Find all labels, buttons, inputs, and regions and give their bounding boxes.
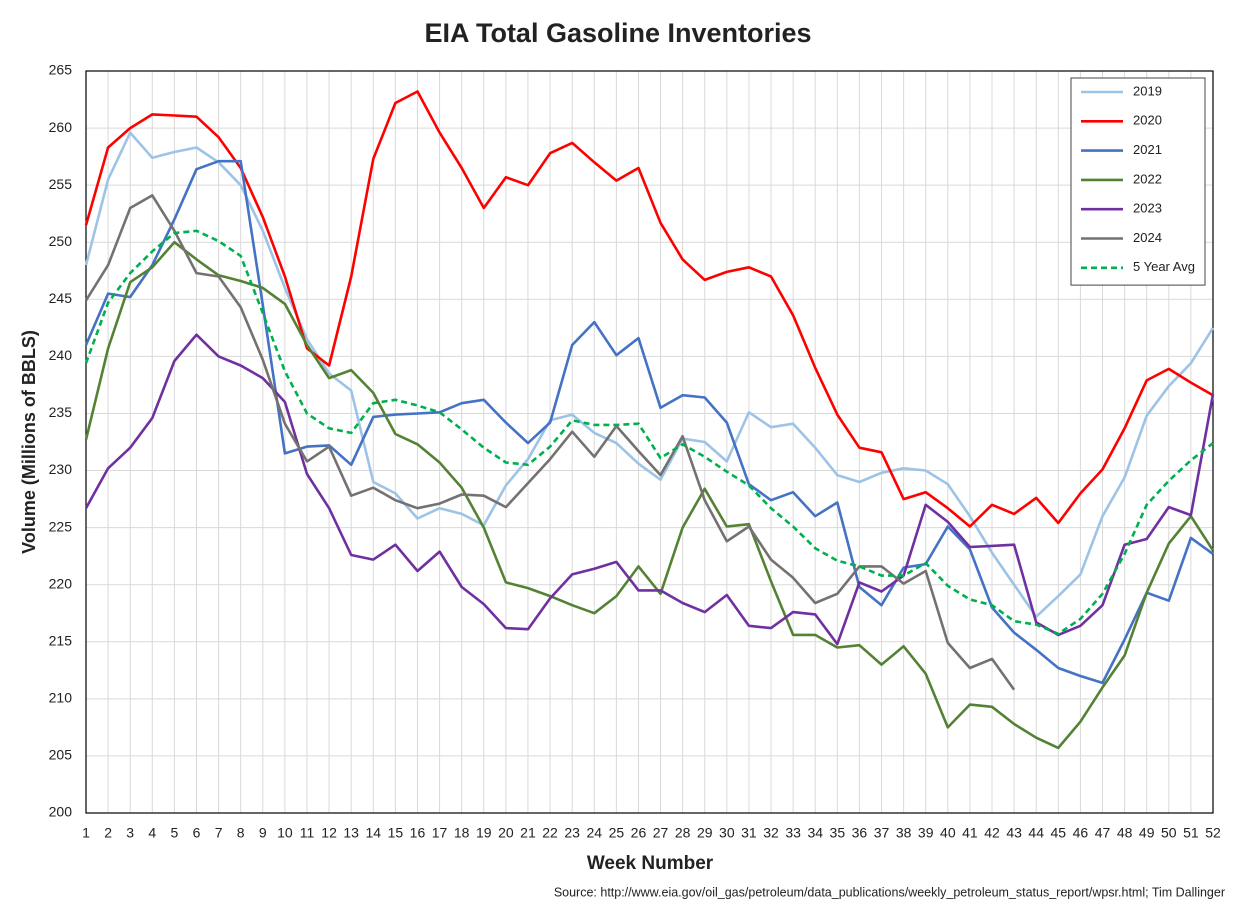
x-tick-label: 2 [104,825,112,841]
legend-label: 2019 [1133,83,1162,98]
x-tick-label: 15 [388,825,404,841]
x-tick-label: 3 [126,825,134,841]
source-note: Source: http://www.eia.gov/oil_gas/petro… [554,885,1225,899]
y-tick-label: 235 [49,404,73,420]
x-tick-label: 45 [1051,825,1067,841]
x-tick-label: 32 [763,825,779,841]
legend-label: 2020 [1133,113,1162,128]
x-tick-label: 34 [807,825,823,841]
y-tick-label: 220 [49,575,73,591]
x-tick-label: 13 [343,825,359,841]
series-line [84,194,1016,691]
x-tick-label: 9 [259,825,267,841]
x-tick-label: 33 [785,825,801,841]
x-tick-label: 49 [1139,825,1155,841]
x-tick-label: 25 [609,825,625,841]
x-tick-label: 30 [719,825,735,841]
legend: 2019 2020 2021 2022 2023 2024 5 Year Avg [1070,77,1206,286]
x-tick-label: 5 [170,825,178,841]
chart-title: EIA Total Gasoline Inventories [424,18,811,48]
series-line [84,240,1215,750]
x-tick-label: 14 [365,825,381,841]
series-line [84,159,1214,685]
x-tick-label: 29 [697,825,713,841]
series-line [84,229,1214,636]
x-tick-label: 43 [1006,825,1022,841]
x-tick-label: 1 [82,825,90,841]
legend-label: 2024 [1133,230,1162,245]
x-tick-label: 46 [1073,825,1089,841]
x-tick-label: 20 [498,825,514,841]
y-tick-label: 215 [49,632,73,648]
x-tick-label: 16 [410,825,426,841]
y-tick-label: 230 [49,461,73,477]
x-tick-label: 12 [321,825,337,841]
legend-label: 5 Year Avg [1133,259,1195,274]
y-tick-label: 225 [49,518,73,534]
x-tick-label: 41 [962,825,978,841]
legend-label: 2023 [1133,201,1162,216]
y-tick-label: 240 [49,347,73,363]
x-tick-label: 27 [653,825,669,841]
x-tick-label: 18 [454,825,470,841]
x-tick-label: 42 [984,825,1000,841]
x-tick-label: 40 [940,825,956,841]
y-tick-label: 205 [49,747,73,763]
x-tick-label: 24 [586,825,602,841]
y-tick-label: 260 [49,119,73,135]
y-tick-label: 245 [49,290,73,306]
x-tick-label: 21 [520,825,536,841]
x-tick-label: 28 [675,825,691,841]
y-tick-label: 200 [49,804,73,820]
x-tick-label: 48 [1117,825,1133,841]
series-line [84,131,1215,618]
legend-label: 2022 [1133,171,1162,186]
x-tick-label: 39 [918,825,934,841]
x-tick-label: 52 [1205,825,1221,841]
y-tick-label: 210 [49,690,73,706]
y-tick-label: 265 [49,62,73,78]
x-tick-label: 6 [193,825,201,841]
x-tick-label: 22 [542,825,558,841]
series-line [84,90,1214,528]
x-tick-label: 4 [148,825,156,841]
x-tick-label: 51 [1183,825,1199,841]
x-tick-label: 11 [300,825,315,841]
x-tick-label: 36 [852,825,868,841]
x-tick-label: 26 [631,825,647,841]
legend-box [1070,77,1206,286]
x-tick-label: 19 [476,825,492,841]
x-tick-label: 35 [830,825,846,841]
y-axis-label: Volume (Millions of BBLS) [19,330,39,554]
x-tick-label: 44 [1028,825,1044,841]
legend-label: 2021 [1133,142,1162,157]
x-tick-label: 38 [896,825,912,841]
plot-frame [85,70,1214,814]
x-tick-label: 47 [1095,825,1111,841]
x-tick-label: 31 [741,825,757,841]
x-tick-label: 50 [1161,825,1177,841]
y-tick-label: 250 [49,233,73,249]
x-tick-label: 37 [874,825,890,841]
x-tick-label: 7 [215,825,223,841]
x-tick-label: 17 [432,825,448,841]
y-tick-label: 255 [49,176,73,192]
x-tick-label: 10 [277,825,293,841]
x-tick-label: 8 [237,825,245,841]
x-axis-label: Week Number [587,853,714,874]
x-tick-label: 23 [564,825,580,841]
